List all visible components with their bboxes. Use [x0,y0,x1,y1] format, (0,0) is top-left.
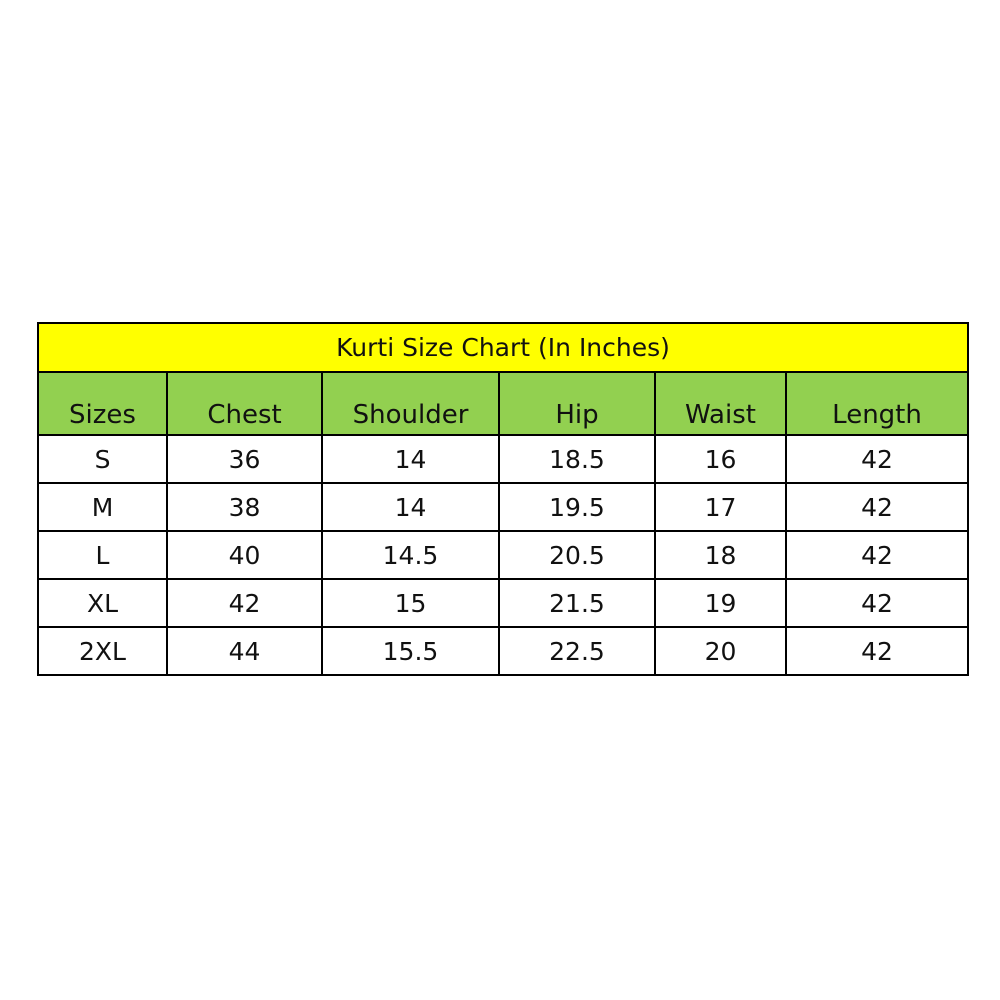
table-cell: 15.5 [321,626,500,676]
column-header: Length [784,371,970,436]
table-cell: 18.5 [498,434,656,484]
column-header: Hip [498,371,656,436]
table-cell: 14.5 [321,530,500,580]
table-cell: 18 [654,530,787,580]
table-cell: 22.5 [498,626,656,676]
column-header: Waist [654,371,787,436]
table-cell: 14 [321,482,500,532]
table-row: S 36 14 18.5 16 42 [37,434,970,484]
table-cell: 42 [784,578,970,628]
table-cell: 21.5 [498,578,656,628]
table-cell: L [37,530,168,580]
table-cell: 42 [784,626,970,676]
table-row: 2XL 44 15.5 22.5 20 42 [37,626,970,676]
table-cell: 16 [654,434,787,484]
table-cell: S [37,434,168,484]
table-cell: M [37,482,168,532]
table-cell: 19.5 [498,482,656,532]
table-cell: 40 [166,530,323,580]
table-row: L 40 14.5 20.5 18 42 [37,530,970,580]
table-title: Kurti Size Chart (In Inches) [36,322,970,373]
table-row: M 38 14 19.5 17 42 [37,482,970,532]
table-cell: XL [37,578,168,628]
table-cell: 20.5 [498,530,656,580]
table-cell: 17 [654,482,787,532]
size-chart-table: Kurti Size Chart (In Inches) Sizes Chest… [36,322,970,676]
column-header: Sizes [37,371,168,436]
column-header: Chest [166,371,323,436]
header-row: Sizes Chest Shoulder Hip Waist Length [37,371,970,436]
table-cell: 20 [654,626,787,676]
table-row: XL 42 15 21.5 19 42 [37,578,970,628]
table-cell: 42 [784,434,970,484]
table-cell: 44 [166,626,323,676]
table-cell: 14 [321,434,500,484]
table-cell: 42 [784,530,970,580]
table-cell: 42 [166,578,323,628]
table-cell: 15 [321,578,500,628]
table-cell: 19 [654,578,787,628]
column-header: Shoulder [321,371,500,436]
table-cell: 38 [166,482,323,532]
table-cell: 42 [784,482,970,532]
table-cell: 2XL [37,626,168,676]
table-cell: 36 [166,434,323,484]
